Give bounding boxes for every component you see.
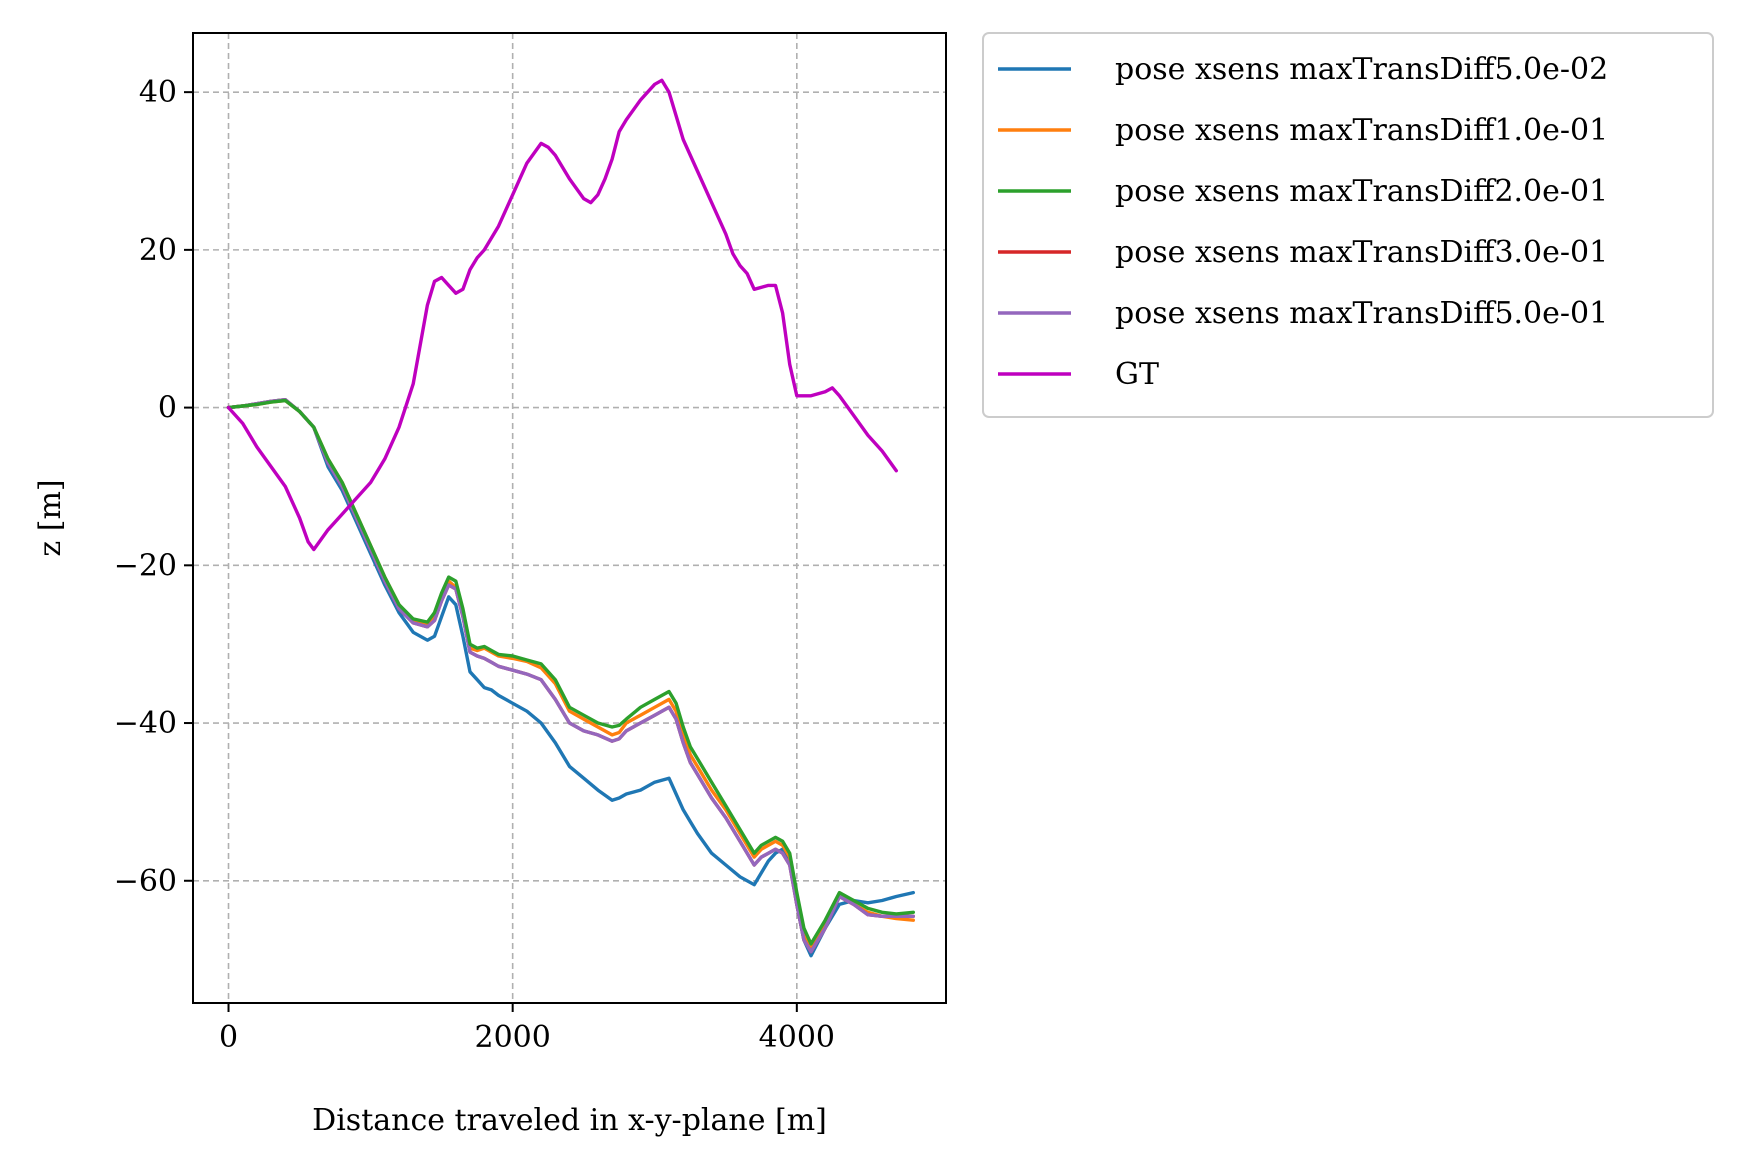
series-layer bbox=[226, 78, 915, 958]
legend-box bbox=[982, 32, 1714, 418]
legend-label: pose xsens maxTransDiff1.0e-01 bbox=[1115, 113, 1608, 148]
legend-label: pose xsens maxTransDiff5.0e-02 bbox=[1115, 52, 1608, 87]
series-line-1 bbox=[226, 398, 915, 950]
legend-label: pose xsens maxTransDiff5.0e-01 bbox=[1115, 296, 1608, 331]
legend-entry: pose xsens maxTransDiff1.0e-01 bbox=[998, 113, 1608, 148]
y-tick-label: 40 bbox=[139, 75, 177, 110]
series-line-3 bbox=[226, 398, 915, 954]
legend-entry: pose xsens maxTransDiff5.0e-02 bbox=[998, 52, 1608, 87]
legend-entry: pose xsens maxTransDiff5.0e-01 bbox=[998, 296, 1608, 331]
series-line-0 bbox=[226, 398, 915, 958]
ticks-layer: 0 2000 4000 40 20 0 −20 −40 −60 bbox=[114, 75, 835, 1055]
x-tick-label: 2000 bbox=[474, 1020, 550, 1055]
x-tick-label: 0 bbox=[219, 1020, 238, 1055]
y-tick-label: 20 bbox=[139, 233, 177, 268]
x-tick-label: 4000 bbox=[759, 1020, 835, 1055]
series-line-4 bbox=[226, 398, 915, 954]
y-tick-label: −40 bbox=[114, 706, 177, 741]
legend-entry: GT bbox=[998, 357, 1159, 392]
y-tick-label: −20 bbox=[114, 548, 177, 583]
legend-entry: pose xsens maxTransDiff2.0e-01 bbox=[998, 174, 1608, 209]
x-axis-label: Distance traveled in x-y-plane [m] bbox=[312, 1103, 827, 1138]
legend-label: pose xsens maxTransDiff3.0e-01 bbox=[1115, 235, 1608, 270]
legend-entry: pose xsens maxTransDiff3.0e-01 bbox=[998, 235, 1608, 270]
series-line-2 bbox=[226, 398, 915, 946]
legend-entries: pose xsens maxTransDiff5.0e-02 pose xsens… bbox=[998, 52, 1608, 392]
y-tick-label: 0 bbox=[158, 391, 177, 426]
legend-label: GT bbox=[1115, 357, 1159, 392]
legend-label: pose xsens maxTransDiff2.0e-01 bbox=[1115, 174, 1608, 209]
y-axis-label: z [m] bbox=[33, 479, 68, 556]
plot-frame bbox=[192, 32, 947, 1004]
series-line-5 bbox=[226, 78, 898, 552]
y-tick-label: −60 bbox=[114, 864, 177, 899]
legend: pose xsens maxTransDiff5.0e-02 pose xsens… bbox=[982, 32, 1714, 418]
